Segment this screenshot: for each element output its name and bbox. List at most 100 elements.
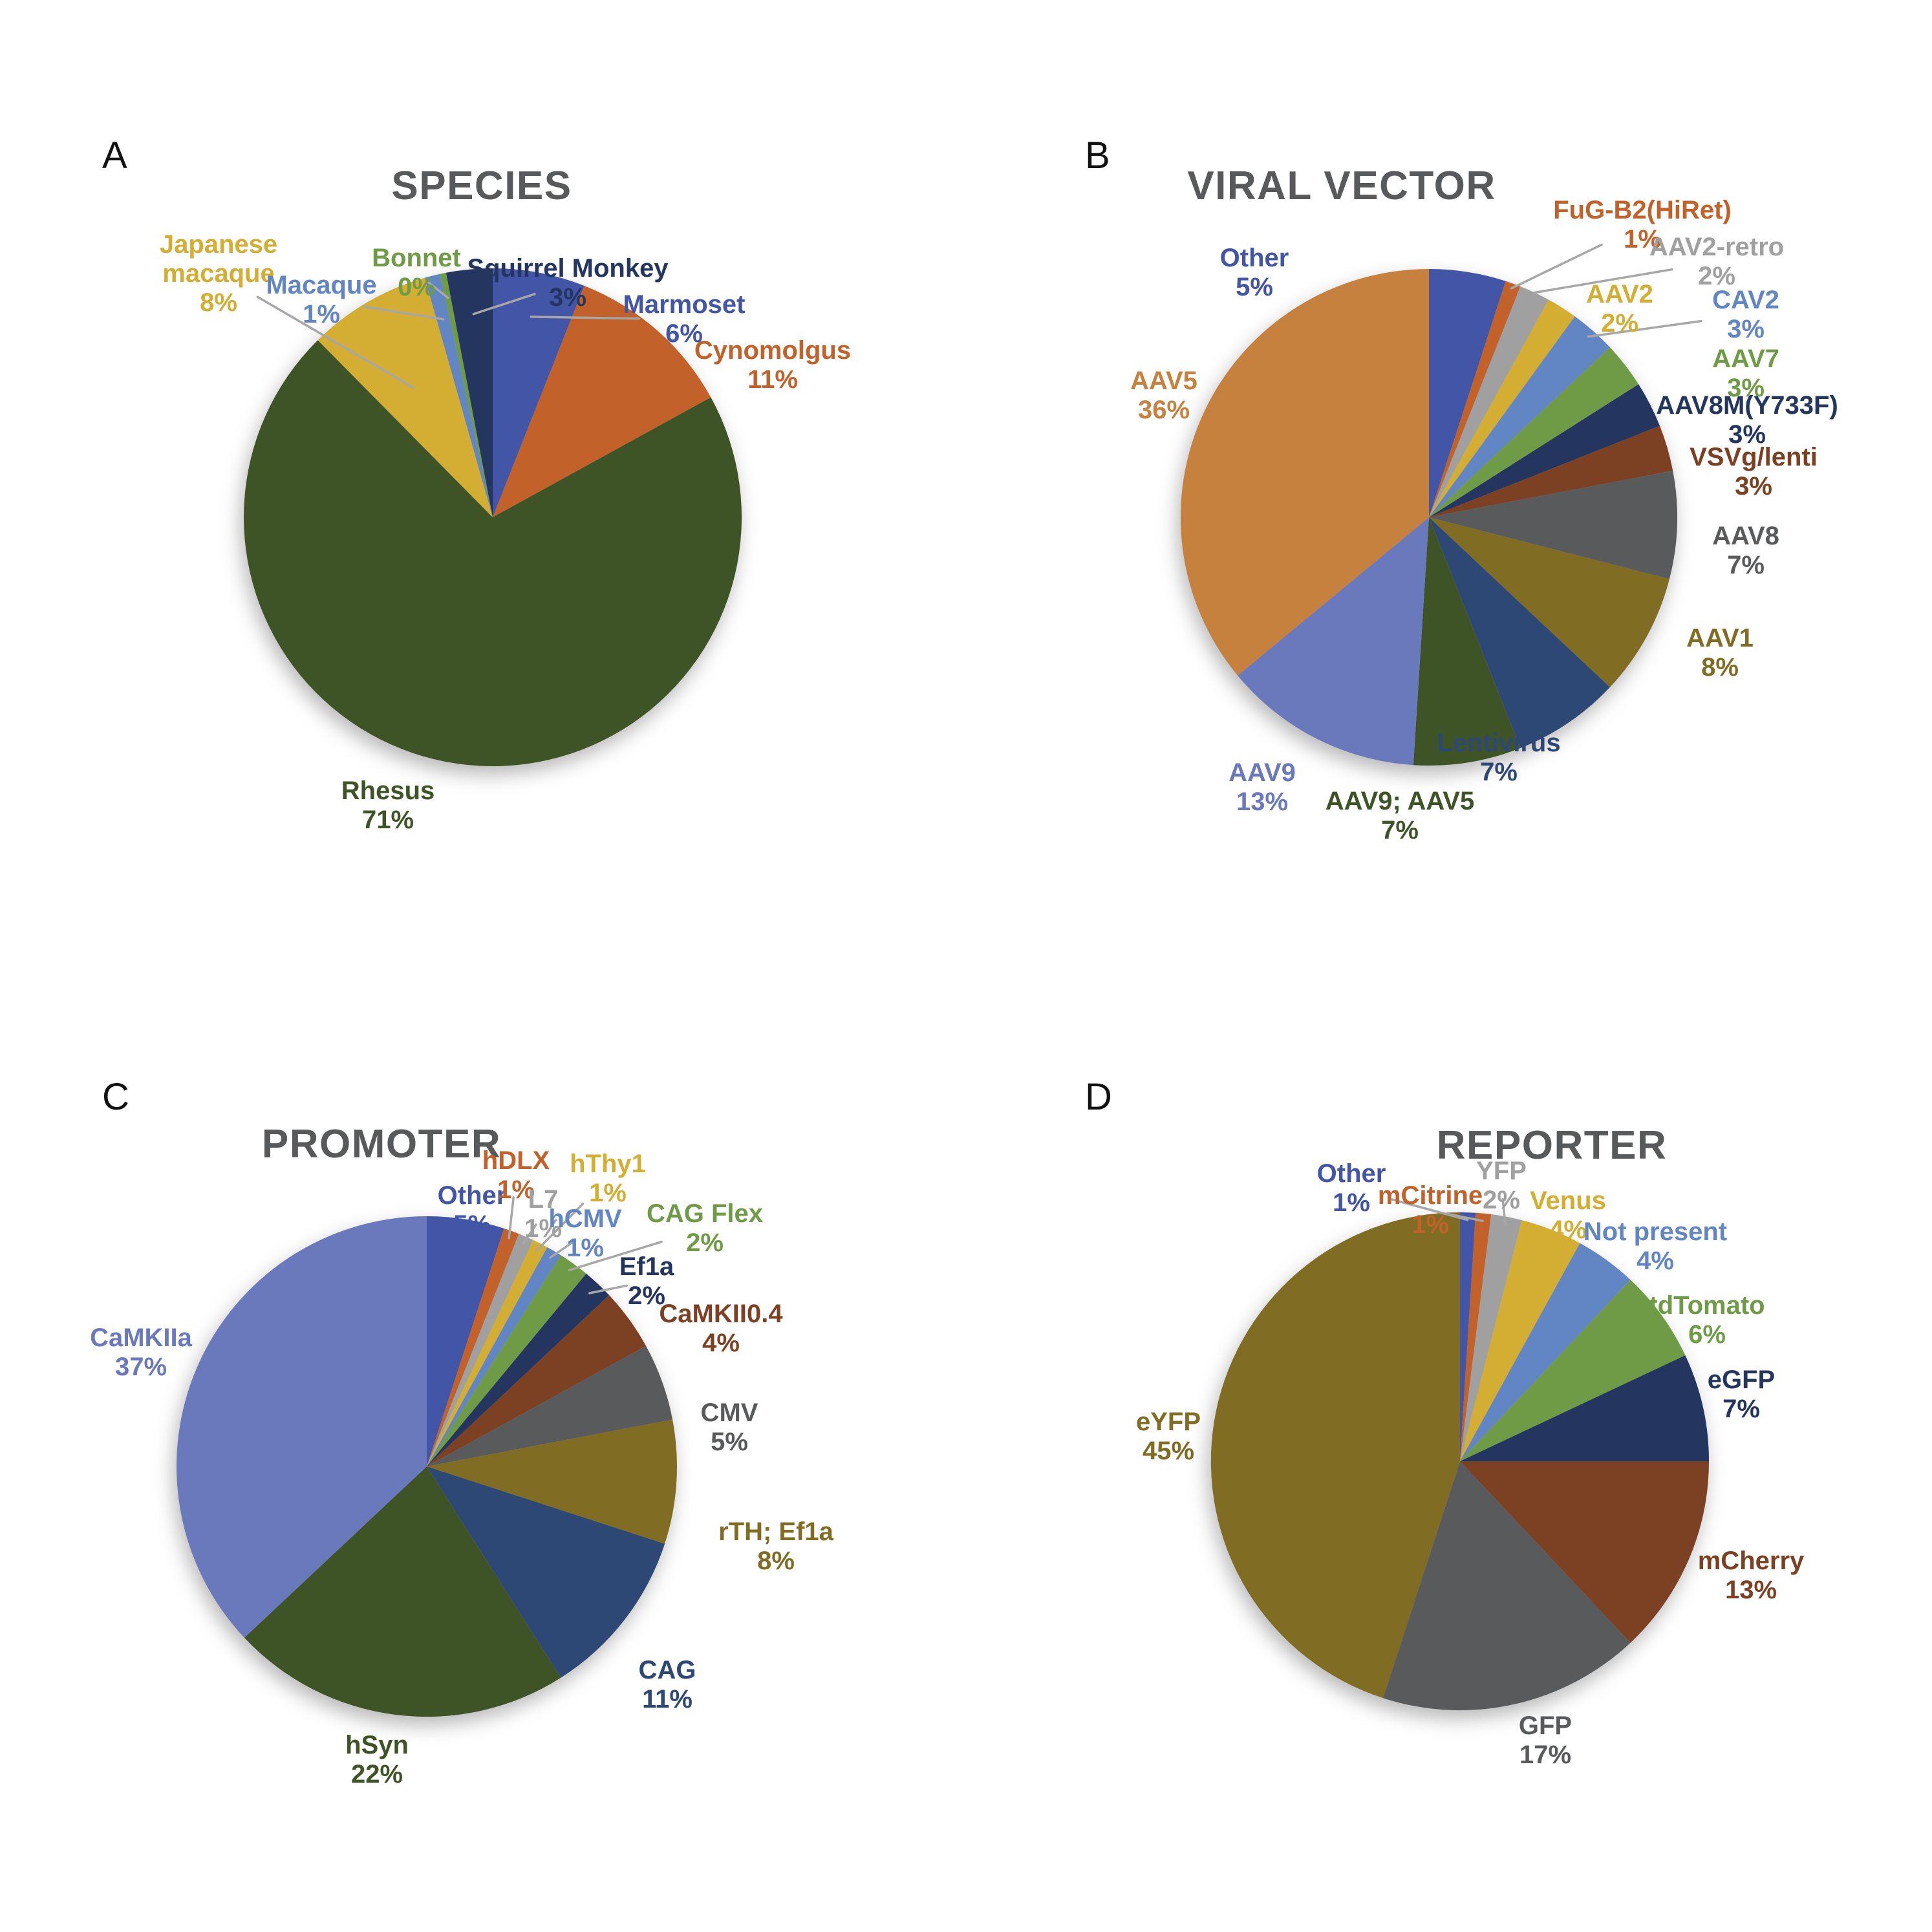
pie-d-label-eyfp: eYFP 45%: [1136, 1408, 1201, 1466]
pie-c-label-hsyn-line-0: hSyn: [345, 1730, 409, 1759]
pie-d-slice-mcitrine: [1460, 1212, 1492, 1461]
pie-d-label-other-line-0: Other: [1316, 1159, 1386, 1188]
pie-b-slice-aav8: [1429, 471, 1677, 579]
pie-d-leader-yfp: [1501, 1197, 1507, 1225]
pie-b-slice-aav5: [1180, 268, 1429, 676]
pie-d-label-not-present-line-1: 4%: [1637, 1247, 1674, 1275]
pie-c-slice-camkiia: [177, 1216, 427, 1638]
pie-c-label-ef1a: Ef1a 2%: [619, 1252, 674, 1311]
pie-b-slice-aav9-aav5: [1413, 517, 1521, 766]
pie-c-label-hdlx-line-1: 1%: [497, 1175, 535, 1204]
pie-b-label-aav9: AAV9 13%: [1229, 758, 1296, 817]
pie-d-label-mcitrine: mCitrine 1%: [1378, 1181, 1483, 1240]
pie-d-slice-yfp: [1460, 1214, 1522, 1461]
pie-c-label-hthy1: hThy1 1%: [570, 1150, 646, 1208]
pie-d-label-mcherry: mCherry 13%: [1698, 1547, 1805, 1605]
pie-b-label-lentivirus: Lentivirus 7%: [1437, 729, 1560, 787]
pie-b-label-aav9-aav5-line-1: 7%: [1381, 816, 1419, 844]
pie-c-leader-hthy1: [535, 1202, 585, 1252]
pie-b-label-aav7-line-0: AAV7: [1712, 344, 1779, 373]
pie-c-label-other-line-0: Other: [437, 1181, 507, 1210]
pie-b-label-fug-b2-hiret-line-0: FuG-B2(HiRet): [1553, 195, 1732, 224]
pie-d-label-other-line-1: 1%: [1333, 1188, 1370, 1217]
pie-b-label-aav9-line-0: AAV9: [1229, 758, 1296, 787]
pie-c-leader-lines: [508, 1196, 663, 1294]
pie-c-label-l7-line-0: L7: [528, 1185, 559, 1214]
pie-b-label-cav2-line-0: CAV2: [1712, 285, 1779, 314]
pie-d-label-mcherry-line-0: mCherry: [1697, 1546, 1805, 1575]
pie-b-label-aav2-retro-line-1: 2%: [1698, 262, 1735, 290]
pie-c-slice-cag-flex: [427, 1255, 586, 1466]
pie-a-label-macaque-line-1: 1%: [303, 300, 340, 328]
pie-a-label-japanese-macaque-line-1: macaque: [162, 259, 275, 288]
pie-a-label-rhesus: Rhesus 71%: [341, 777, 435, 835]
pie-d-label-gfp-line-0: GFP: [1518, 1711, 1572, 1740]
pie-c: [177, 1216, 677, 1717]
pie-c-label-cag-line-1: 11%: [642, 1685, 692, 1713]
pie-a-label-japanese-macaque-line-2: 8%: [200, 288, 237, 317]
pie-d-label-venus-line-1: 4%: [1549, 1216, 1587, 1244]
pie-c-label-other-line-1: 5%: [453, 1210, 491, 1239]
pie-a-label-japanese-macaque-line-0: Japanese: [159, 230, 278, 259]
pie-b-label-aav1-line-1: 8%: [1701, 653, 1739, 682]
panel-b-letter: B: [1085, 134, 1110, 177]
pie-c-slice-cag: [427, 1466, 665, 1678]
pie-a-leader-japanese-macaque: [256, 295, 415, 389]
pie-a-label-bonnet-line-1: 0%: [398, 273, 435, 301]
pie-c-leader-l7: [522, 1223, 537, 1245]
pie-b-label-fug-b2-hiret-line-1: 1%: [1624, 225, 1661, 253]
pie-d-slice-mcherry: [1460, 1461, 1709, 1643]
pie-a-leader-bonnet: [426, 280, 449, 299]
pie-c-label-ef1a-line-1: 2%: [628, 1282, 665, 1310]
pie-a-slice-squirrel-monkey: [445, 268, 493, 517]
pie-b-label-vsvg-lenti-line-0: VSVg/lenti: [1690, 442, 1818, 471]
pie-b-label-lentivirus-line-1: 7%: [1480, 758, 1518, 786]
pie-d-label-egfp-line-1: 7%: [1723, 1395, 1760, 1423]
pie-c-label-hdlx: hDLX 1%: [482, 1146, 550, 1205]
pie-a-leader-squirrel-monkey: [472, 292, 536, 316]
pie-d-label-tdtomato-line-1: 6%: [1688, 1320, 1726, 1349]
pie-a-label-rhesus-line-0: Rhesus: [341, 776, 435, 805]
pie-c-label-rth-ef1a: rTH; Ef1a 8%: [718, 1518, 833, 1576]
pie-a-leader-lines: [256, 280, 640, 389]
pie-a-slice-rhesus: [244, 340, 742, 767]
pie-d-label-tdtomato: tdTomato 6%: [1649, 1291, 1765, 1349]
pie-c-label-hcmv: hCMV 1%: [548, 1205, 621, 1263]
pie-b-label-other: Other 5%: [1220, 244, 1289, 302]
pie-a-label-squirrel-monkey-line-0: Squirrel Monkey: [467, 253, 669, 283]
pie-b-label-fug-b2-hiret: FuG-B2(HiRet) 1%: [1553, 196, 1732, 254]
pie-d-label-not-present: Not present 4%: [1583, 1218, 1727, 1276]
pie-c-slice-hthy1: [427, 1240, 548, 1466]
pie-b-label-aav9-aav5: AAV9; AAV5 7%: [1326, 787, 1474, 845]
pie-c-slice-cmv: [427, 1346, 673, 1466]
pie-b-slice-aav2-retro: [1429, 286, 1549, 517]
pie-c-label-ef1a-line-0: Ef1a: [619, 1252, 674, 1281]
pie-c-leader-cag-flex: [568, 1240, 663, 1272]
pie-c-slice-other: [427, 1216, 504, 1466]
pie-a-label-bonnet: Bonnet 0%: [372, 244, 461, 302]
pie-d-slice-egfp: [1460, 1355, 1709, 1461]
pie-c-label-hcmv-line-1: 1%: [566, 1234, 604, 1262]
pie-c-label-cmv-line-0: CMV: [700, 1398, 758, 1427]
pie-d-label-yfp-line-1: 2%: [1483, 1186, 1520, 1214]
pie-a-label-marmoset: Marmoset 6%: [623, 290, 746, 349]
pie-c-label-camkiia-line-1: 37%: [114, 1353, 167, 1381]
pie-b-label-aav1: AAV1 8%: [1686, 624, 1754, 682]
panel-d-letter: D: [1085, 1076, 1112, 1118]
pie-a-label-japanese-macaque: Japanese macaque 8%: [160, 230, 277, 318]
pie-b-label-aav2-retro: AAV2-retro 2%: [1649, 233, 1784, 291]
pie-b-label-aav2-line-1: 2%: [1601, 309, 1638, 338]
pie-c-slice-hdlx: [427, 1228, 519, 1466]
pie-b-label-aav8m-y733f-line-1: 3%: [1728, 420, 1766, 449]
pie-b-label-aav2: AAV2 2%: [1586, 280, 1653, 338]
pie-d-label-tdtomato-line-0: tdTomato: [1649, 1291, 1765, 1320]
pie-d-slice-other: [1460, 1212, 1476, 1461]
panel-b-title: VIRAL VECTOR: [1187, 164, 1496, 208]
panel-c-letter: C: [102, 1076, 129, 1118]
panel-a-title: SPECIES: [391, 164, 572, 208]
pie-b: [1180, 268, 1677, 766]
pie-a-label-cynomolgus-line-1: 11%: [747, 365, 798, 394]
pie-a-label-cynomolgus: Cynomolgus 11%: [694, 336, 851, 394]
